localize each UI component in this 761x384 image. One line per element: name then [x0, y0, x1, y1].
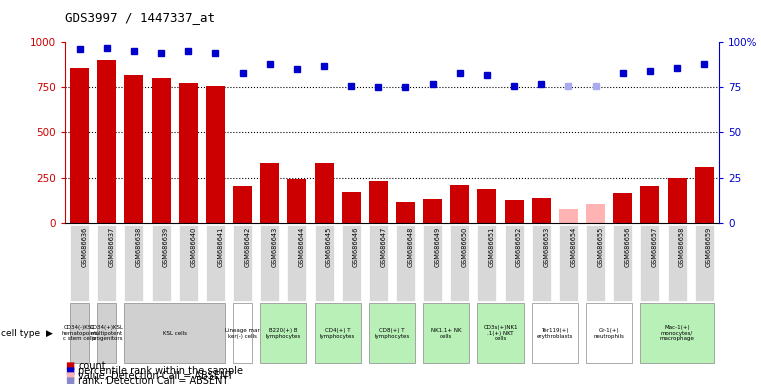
Text: CD34(-)KSL
hematopoieti
c stem cells: CD34(-)KSL hematopoieti c stem cells	[61, 325, 98, 341]
Bar	[396, 202, 415, 223]
Text: GSM686648: GSM686648	[407, 227, 413, 267]
Text: GSM686650: GSM686650	[462, 227, 468, 267]
Text: ■: ■	[65, 366, 74, 376]
Bar	[586, 204, 605, 223]
Text: GSM686644: GSM686644	[299, 227, 304, 267]
Text: ■: ■	[65, 361, 74, 371]
Text: GDS3997 / 1447337_at: GDS3997 / 1447337_at	[65, 12, 215, 25]
Bar	[233, 186, 252, 223]
Text: value, Detection Call = ABSENT: value, Detection Call = ABSENT	[78, 371, 234, 381]
Bar	[451, 185, 470, 223]
Bar	[667, 177, 686, 223]
Text: GSM686654: GSM686654	[570, 227, 576, 267]
Text: ■: ■	[65, 376, 74, 384]
Text: GSM686640: GSM686640	[190, 227, 196, 267]
Bar	[342, 192, 361, 223]
Bar	[559, 209, 578, 223]
Text: cell type: cell type	[1, 329, 40, 338]
Bar	[314, 163, 333, 223]
Text: CD4(+) T
lymphocytes: CD4(+) T lymphocytes	[320, 328, 355, 339]
Text: NK1.1+ NK
cells: NK1.1+ NK cells	[431, 328, 461, 339]
Text: GSM686658: GSM686658	[679, 227, 685, 267]
Text: GSM686642: GSM686642	[244, 227, 250, 267]
Text: GSM686656: GSM686656	[625, 227, 631, 267]
Text: CD8(+) T
lymphocytes: CD8(+) T lymphocytes	[374, 328, 409, 339]
Bar	[151, 78, 170, 223]
Bar	[179, 83, 198, 223]
Text: GSM686655: GSM686655	[597, 227, 603, 267]
Text: GSM686657: GSM686657	[652, 227, 658, 267]
Text: Gr-1(+)
neutrophils: Gr-1(+) neutrophils	[594, 328, 625, 339]
Bar	[369, 181, 388, 223]
Text: GSM686645: GSM686645	[326, 227, 332, 267]
Bar	[613, 193, 632, 223]
Bar	[125, 75, 143, 223]
Bar	[695, 167, 714, 223]
Text: GSM686653: GSM686653	[543, 227, 549, 267]
Text: Lineage mar
ker(-) cells: Lineage mar ker(-) cells	[225, 328, 260, 339]
Text: Mac-1(+)
monocytes/
macrophage: Mac-1(+) monocytes/ macrophage	[660, 325, 695, 341]
Text: GSM686639: GSM686639	[163, 227, 169, 266]
Bar	[505, 200, 524, 223]
Text: CD3s(+)NK1
.1(+) NKT
cells: CD3s(+)NK1 .1(+) NKT cells	[483, 325, 517, 341]
Text: count: count	[78, 361, 106, 371]
Text: GSM686652: GSM686652	[516, 227, 522, 267]
Text: B220(+) B
lymphocytes: B220(+) B lymphocytes	[266, 328, 301, 339]
Text: GSM686637: GSM686637	[109, 227, 115, 267]
Text: rank, Detection Call = ABSENT: rank, Detection Call = ABSENT	[78, 376, 228, 384]
Bar	[97, 60, 116, 223]
Bar	[288, 179, 307, 223]
Bar	[477, 189, 496, 223]
Text: GSM686636: GSM686636	[81, 227, 88, 267]
Text: CD34(+)KSL
multipotent
progenitors: CD34(+)KSL multipotent progenitors	[90, 325, 124, 341]
Text: ■: ■	[65, 371, 74, 381]
Text: GSM686651: GSM686651	[489, 227, 495, 267]
Text: GSM686659: GSM686659	[706, 227, 712, 267]
Text: ▶: ▶	[46, 329, 53, 338]
Bar	[423, 199, 442, 223]
Text: GSM686638: GSM686638	[135, 227, 142, 267]
Bar	[532, 199, 551, 223]
Text: GSM686649: GSM686649	[435, 227, 441, 267]
Text: GSM686646: GSM686646	[353, 227, 359, 267]
Bar	[260, 163, 279, 223]
Bar	[206, 86, 225, 223]
Bar	[641, 186, 659, 223]
Text: percentile rank within the sample: percentile rank within the sample	[78, 366, 244, 376]
Text: GSM686647: GSM686647	[380, 227, 387, 267]
Text: GSM686643: GSM686643	[272, 227, 278, 267]
Text: KSL cells: KSL cells	[163, 331, 186, 336]
Bar	[70, 68, 89, 223]
Text: GSM686641: GSM686641	[218, 227, 223, 267]
Text: Ter119(+)
erythroblasts: Ter119(+) erythroblasts	[537, 328, 573, 339]
